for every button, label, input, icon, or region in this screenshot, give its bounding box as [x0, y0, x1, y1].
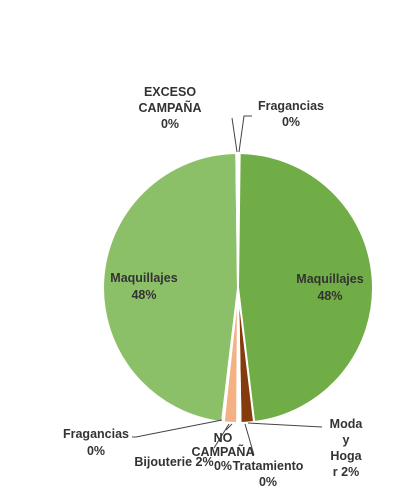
leader-fragancias-bottom [132, 419, 223, 438]
label-fragancias-top: Fragancias 0% [258, 99, 324, 129]
label-tratamiento: Tratamiento 0% [233, 459, 304, 489]
leader-fragancias-top [238, 115, 252, 153]
pie-slice-exceso-campaña-8 [235, 151, 239, 289]
label-maquillajes-right: Maquillajes 48% [296, 272, 363, 303]
label-fragancias-bottom: Fragancias 0% [63, 427, 129, 458]
pie-slice-maquillajes-1 [237, 152, 374, 424]
label-bijouterie: Bijouterie 2% [134, 455, 213, 469]
leader-lines [132, 115, 323, 456]
leader-bijouterie [213, 423, 230, 449]
label-maquillajes-left: Maquillajes 48% [110, 271, 177, 302]
leader-no-campana [225, 423, 233, 431]
pie-slices [102, 151, 374, 425]
data-labels: Fragancias 0% EXCESO CAMPAÑA 0% Maquillajes 48… [63, 85, 364, 489]
pie-slice-maquillajes-7 [102, 152, 239, 424]
leader-tratamiento [244, 423, 255, 456]
leader-moda [247, 422, 323, 428]
label-moda-y-hogar: Moda y Hoga r 2% [330, 417, 364, 479]
label-no-campana: NO CAMPAÑA 0% [192, 431, 255, 473]
leader-exceso [231, 117, 238, 153]
label-exceso-campana: EXCESO CAMPAÑA 0% [139, 85, 202, 131]
